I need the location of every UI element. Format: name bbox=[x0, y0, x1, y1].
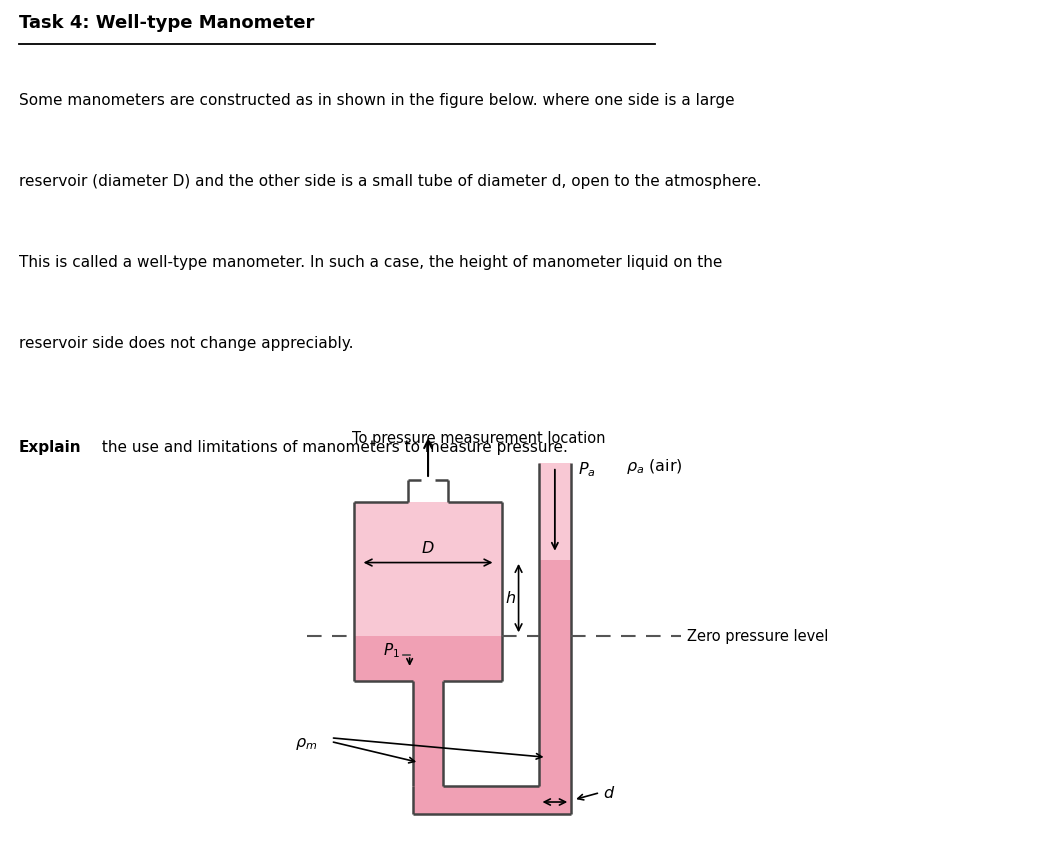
Bar bbox=[413, 786, 571, 813]
Text: $\rho_a$ (air): $\rho_a$ (air) bbox=[626, 457, 683, 477]
Text: $h$: $h$ bbox=[505, 590, 516, 606]
Text: Some manometers are constructed as in shown in the figure below. where one side : Some manometers are constructed as in sh… bbox=[19, 93, 735, 108]
Text: $P_a$: $P_a$ bbox=[578, 460, 596, 478]
Text: reservoir side does not change appreciably.: reservoir side does not change appreciab… bbox=[19, 336, 354, 351]
Bar bbox=[539, 560, 571, 786]
Text: This is called a well-type manometer. In such a case, the height of manometer li: This is called a well-type manometer. In… bbox=[19, 254, 722, 269]
Text: $\rho_m$: $\rho_m$ bbox=[296, 736, 318, 752]
Text: To pressure measurement location: To pressure measurement location bbox=[352, 431, 605, 446]
Text: $D$: $D$ bbox=[421, 540, 435, 556]
Bar bbox=[355, 502, 502, 637]
Bar bbox=[539, 462, 571, 560]
Text: Task 4: Well-type Manometer: Task 4: Well-type Manometer bbox=[19, 13, 315, 32]
Text: the use and limitations of manometers to measure pressure.: the use and limitations of manometers to… bbox=[97, 440, 568, 455]
Text: $d$: $d$ bbox=[603, 785, 615, 801]
Text: reservoir (diameter D) and the other side is a small tube of diameter d, open to: reservoir (diameter D) and the other sid… bbox=[19, 173, 761, 189]
Text: Zero pressure level: Zero pressure level bbox=[687, 629, 828, 644]
Text: Explain: Explain bbox=[19, 440, 81, 455]
Bar bbox=[413, 681, 444, 786]
Bar bbox=[355, 637, 502, 681]
Text: $P_1$: $P_1$ bbox=[383, 642, 400, 660]
